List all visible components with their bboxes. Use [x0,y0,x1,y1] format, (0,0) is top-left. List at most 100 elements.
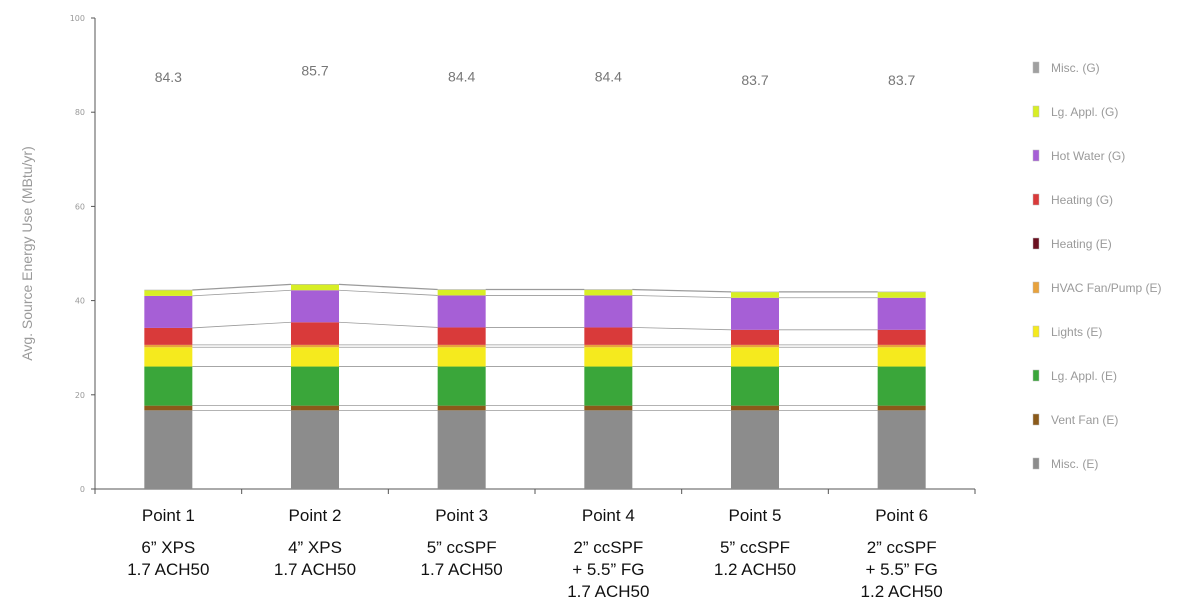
y-tick-label: 80 [75,108,85,117]
legend-label: HVAC Fan/Pump (E) [1051,281,1161,295]
legend-swatch [1032,193,1040,206]
bar-segment [144,410,193,489]
bar-segment [731,344,779,348]
series-connector-line [632,288,732,293]
bar-segment [437,405,486,411]
x-category-detail-label: 1.7 ACH50 [567,582,649,601]
bar-segment [291,405,339,411]
series-connector-line [632,295,732,299]
x-category-label: Point 1 [142,506,195,525]
series-connector-lines [192,283,878,411]
bar-segment [877,405,926,411]
bar-segment [877,347,926,367]
bar-segment [584,410,633,489]
series-connector-line [632,289,732,293]
legend-swatch [1032,61,1040,74]
x-category-label: Point 3 [435,506,488,525]
legend-label: Misc. (G) [1051,61,1100,75]
bar-segment [144,405,193,411]
x-category-detail-label: + 5.5” FG [866,560,938,579]
x-category-label: Point 4 [582,506,635,525]
series-connector-line [632,327,732,331]
x-category-detail-label: 1.2 ACH50 [861,582,943,601]
series-connector-line [338,283,438,290]
bar-segment [291,344,339,348]
bar-segment [291,322,339,345]
total-value-label: 84.3 [155,69,182,85]
series-connector-line [338,289,438,296]
bar-segment [731,291,779,293]
chart-legend: Misc. (G) Lg. Appl. (G) Hot Water (G) Heati… [1032,61,1161,471]
legend-swatch [1032,369,1040,382]
legend-swatch [1032,149,1040,162]
total-value-label: 84.4 [448,68,475,84]
x-category-detail-label: 1.7 ACH50 [274,560,356,579]
bar-segment [437,347,486,367]
bar-segment [291,347,339,367]
y-tick-label: 60 [75,202,85,211]
chart-labels: 84.3 Point 1 6” XPS 1.7 ACH50 85.7 Point 2 4” … [127,62,943,601]
bar-segment [144,344,193,348]
bar-segment [144,295,193,328]
bar-segment [291,284,339,285]
bar-segment [731,366,779,406]
series-connector-line [192,283,292,291]
bar-segment [584,289,633,290]
series-connector-line [338,321,438,328]
legend-label: Misc. (E) [1051,457,1098,471]
legend-label: Lg. Appl. (E) [1051,369,1117,383]
series-connector-line [192,284,292,291]
legend-label: Hot Water (G) [1051,149,1125,163]
legend-label: Heating (G) [1051,193,1113,207]
series-connector-line [192,321,292,329]
y-axis-title: Avg. Source Energy Use (MBtu/yr) [19,146,35,360]
legend-label: Lights (E) [1051,325,1102,339]
total-value-label: 85.7 [301,62,328,78]
bar-segment [437,344,486,348]
x-category-detail-label: 5” ccSPF [427,538,497,557]
y-tick-label: 40 [75,297,85,306]
x-category-label: Point 2 [289,506,342,525]
bar-segment [584,347,633,367]
bar-segment [437,327,486,345]
x-category-detail-label: + 5.5” FG [572,560,644,579]
bar-segment [291,366,339,406]
bar-segment [731,297,779,330]
legend-swatch [1032,457,1040,470]
bar-segment [584,405,633,411]
bar-segment [584,289,633,296]
bar-segment [437,410,486,489]
legend-label: Vent Fan (E) [1051,413,1118,427]
bar-segment [731,329,779,345]
legend-swatch [1032,237,1040,250]
legend-swatch [1032,325,1040,338]
bar-segment [877,329,926,345]
bar-segment [877,292,926,298]
bar-segment [437,289,486,296]
legend-swatch [1032,281,1040,294]
series-connector-line [338,284,438,291]
chart-axes: 0 20 40 60 80 100 Avg. Source Energy Use (MBtu… [19,14,976,494]
series-connector-line [192,289,292,297]
bar-segment [731,410,779,489]
bar-segment [877,291,926,293]
bar-segment [731,405,779,411]
total-value-label: 84.4 [595,68,622,84]
bar-segment [144,290,193,296]
x-category-detail-label: 2” ccSPF [573,538,643,557]
bar-segment [584,327,633,345]
x-category-detail-label: 5” ccSPF [720,538,790,557]
legend-label: Lg. Appl. (G) [1051,105,1118,119]
bar-segment [877,366,926,406]
bar-segment [144,347,193,367]
bar-segment [877,344,926,348]
y-tick-label: 20 [75,391,85,400]
bar-segment [731,347,779,367]
bar-segment [437,366,486,406]
legend-label: Heating (E) [1051,237,1112,251]
bar-segment [291,410,339,489]
x-category-detail-label: 1.7 ACH50 [421,560,503,579]
bar-segment [144,289,193,291]
y-tick-label: 0 [80,485,85,494]
